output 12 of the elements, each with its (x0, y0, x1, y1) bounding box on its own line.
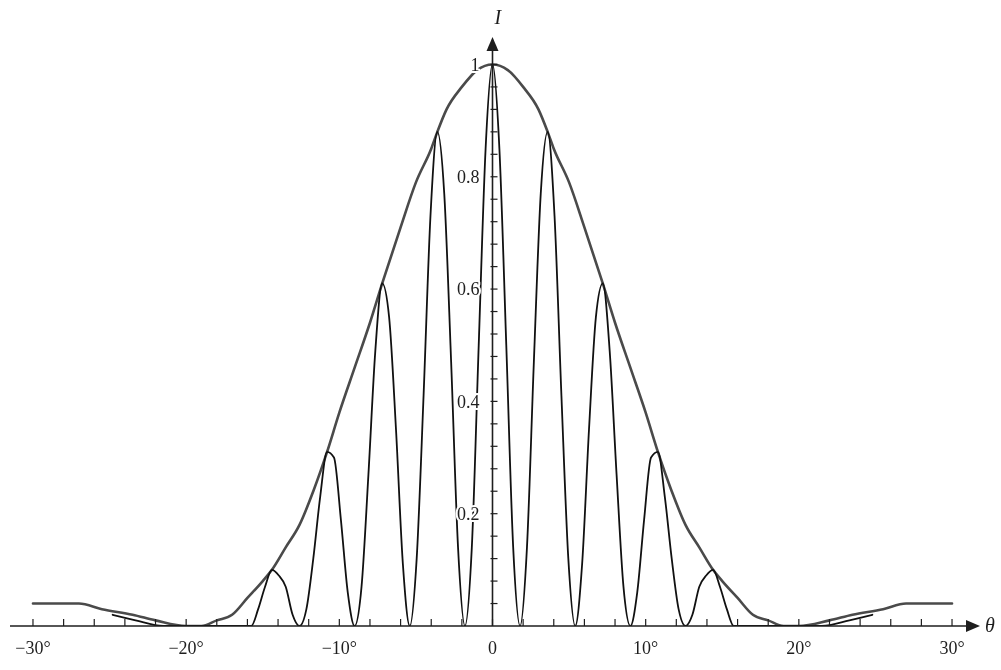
x-tick-label: 0 (488, 637, 497, 658)
y-tick-label: 0.8 (457, 167, 480, 188)
y-tick-label: 0.6 (457, 279, 480, 300)
x-axis-title: θ (985, 614, 995, 636)
x-tick-label: −10° (321, 637, 358, 658)
y-tick-label: 1 (470, 54, 480, 75)
x-tick-label: −30° (15, 637, 51, 658)
x-tick-label: 20° (786, 637, 812, 658)
x-tick-label: 10° (633, 637, 659, 658)
y-axis-title: I (494, 6, 502, 28)
x-tick-label: −20° (168, 637, 204, 658)
x-tick-label: 30° (939, 637, 965, 658)
